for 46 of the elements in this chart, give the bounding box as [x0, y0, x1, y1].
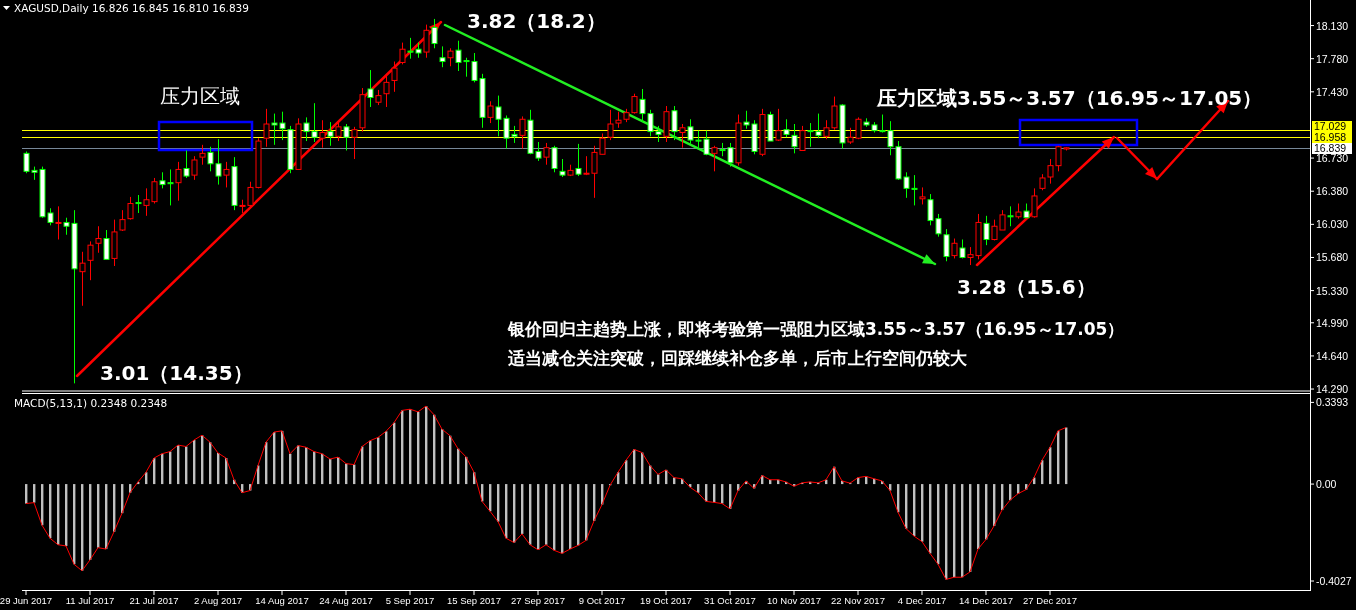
- y-tick-label: 15.330: [1316, 284, 1349, 297]
- y-tick-label: 0.00: [1316, 478, 1337, 491]
- y-tick-label: 17.780: [1316, 52, 1349, 65]
- x-tick-label: 15 Sep 2017: [447, 595, 501, 606]
- x-tick-label: 14 Aug 2017: [255, 595, 309, 606]
- ref-label: 17.029: [1312, 120, 1352, 133]
- ref-label: 16.958: [1312, 131, 1352, 144]
- x-tick-label: 2 Aug 2017: [193, 595, 243, 606]
- x-tick-label: 19 Oct 2017: [640, 595, 692, 606]
- annotation: 3.28（15.6）: [957, 275, 1096, 299]
- annotation: 适当减仓关注突破，回踩继续补仓多单，后市上行空间仍较大: [507, 348, 968, 368]
- annotation: 3.01（14.35）: [100, 361, 253, 385]
- y-tick-label: 14.290: [1316, 383, 1349, 396]
- ref-line-label: 16.839: [1314, 142, 1347, 155]
- ref-line-label: 17.029: [1314, 120, 1347, 133]
- x-tick-label: 9 Oct 2017: [578, 595, 626, 606]
- x-tick-label: 29 Jun 2017: [0, 595, 53, 606]
- y-tick-label: -0.4027: [1316, 575, 1352, 588]
- chart-title: XAGUSD,Daily 16.826 16.845 16.810 16.839: [14, 2, 249, 14]
- y-tick-label: 17.430: [1316, 85, 1349, 98]
- x-tick-label: 21 Jul 2017: [129, 595, 179, 606]
- x-tick-label: 10 Nov 2017: [767, 595, 821, 606]
- x-tick-label: 31 Oct 2017: [704, 595, 756, 606]
- y-tick-label: 16.380: [1316, 185, 1349, 198]
- x-tick-label: 24 Aug 2017: [319, 595, 373, 606]
- y-tick-label: 16.030: [1316, 218, 1349, 231]
- x-tick-label: 5 Sep 2017: [385, 595, 435, 606]
- annotation: 压力区域3.55～3.57（16.95～17.05）: [876, 86, 1263, 110]
- y-tick-label: 14.640: [1316, 349, 1349, 362]
- ref-line-label: 16.958: [1314, 131, 1347, 144]
- chart-title: MACD(5,13,1) 0.2348 0.2348: [14, 397, 168, 409]
- annotation: 3.82（18.2）: [467, 9, 606, 33]
- y-tick-label: 0.3393: [1316, 396, 1349, 409]
- x-tick-label: 22 Nov 2017: [831, 595, 885, 606]
- y-tick-label: 18.130: [1316, 19, 1349, 32]
- y-tick-label: 14.990: [1316, 316, 1349, 329]
- x-tick-label: 14 Dec 2017: [959, 595, 1013, 606]
- annotation: 银价回归主趋势上涨，即将考验第一强阻力区域3.55～3.57（16.95～17.05）: [507, 319, 1125, 339]
- x-tick-label: 11 Jul 2017: [65, 595, 115, 606]
- y-tick-label: 16.730: [1316, 152, 1349, 165]
- x-tick-label: 4 Dec 2017: [897, 595, 947, 606]
- y-tick-label: 15.680: [1316, 251, 1349, 264]
- x-tick-label: 27 Sep 2017: [511, 595, 565, 606]
- x-tick-label: 27 Dec 2017: [1023, 595, 1077, 606]
- ref-label: 16.839: [1312, 142, 1352, 155]
- annotation: 压力区域: [160, 84, 240, 108]
